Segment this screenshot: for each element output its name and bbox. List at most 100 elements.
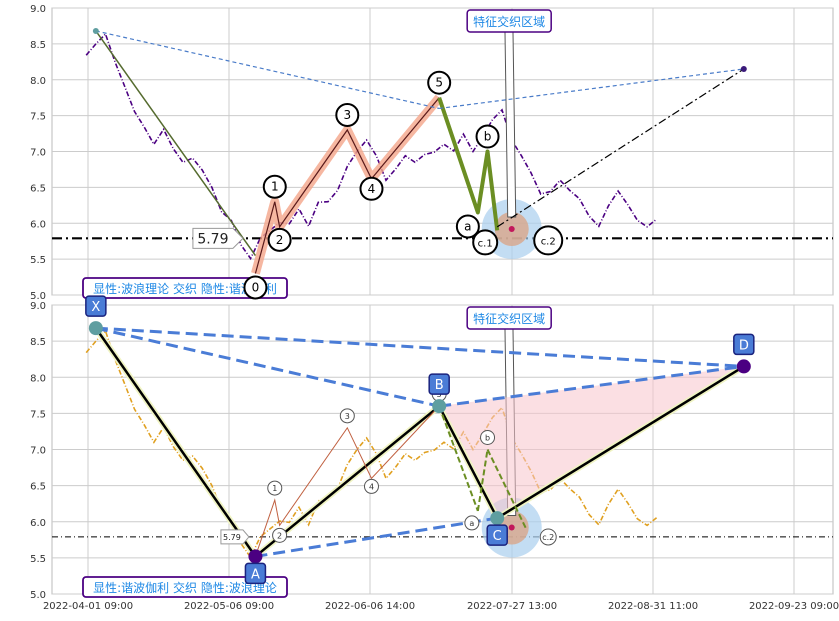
wave-label-circle xyxy=(243,275,268,300)
pattern-caption: 显性:波浪理论 交织 隐性:谐波伽利 xyxy=(82,277,288,299)
pattern-caption: 显性:谐波伽利 交织 隐性:波浪理论 xyxy=(82,576,288,598)
support-label: 5.79 xyxy=(220,529,250,545)
pattern-caption-text: 显性:谐波伽利 交织 隐性:波浪理论 xyxy=(93,580,277,595)
harmonic-ratio-line-xd xyxy=(95,326,744,368)
price-series-top xyxy=(85,32,658,261)
harmonic-point-text: X xyxy=(91,300,100,315)
wave-label: a xyxy=(455,214,480,239)
wave-label-circle xyxy=(335,102,360,127)
intersection-zone-center xyxy=(508,225,515,232)
support-label-text: 5.79 xyxy=(223,533,241,542)
wave-label: c.2 xyxy=(539,528,557,546)
wave-label-text: 1 xyxy=(271,180,279,194)
harmonic-bcd-fill xyxy=(439,366,744,519)
y-tick-label: 5.0 xyxy=(30,291,46,302)
wave-label-text: b xyxy=(485,434,490,443)
wave-label-text: c.2 xyxy=(541,236,556,247)
support-label-text: 5.79 xyxy=(197,231,228,247)
wave-label-circle xyxy=(455,214,480,239)
harmonic-ratio-line-ac xyxy=(255,516,498,558)
y-tick-label: 8.0 xyxy=(30,76,46,87)
y-tick-label: 7.0 xyxy=(30,148,46,159)
projection-start-dot xyxy=(92,27,99,34)
x-axis: 2022-04-01 09:00 2022-05-06 09:00 2022-06-… xyxy=(43,601,839,612)
wave-label-text: 5 xyxy=(435,76,443,90)
harmonic-point-box xyxy=(244,562,267,585)
wave-label-circle xyxy=(363,478,379,494)
wave-label-circle xyxy=(267,480,283,496)
zone-annotation-label: 特征交织区域 xyxy=(473,311,545,326)
leg-xa xyxy=(95,30,257,256)
y-tick-label: 5.5 xyxy=(30,554,46,565)
y-tick-label: 9.0 xyxy=(30,4,46,15)
wave-label-text: 4 xyxy=(369,482,374,491)
support-label: 5.79 xyxy=(192,227,244,249)
zone-annotation-box xyxy=(466,9,552,33)
y-tick-label: 8.0 xyxy=(30,373,46,384)
harmonic-point-marker xyxy=(88,321,103,336)
wave-label-text: c.1 xyxy=(478,238,493,249)
wave-label: 4 xyxy=(363,478,379,494)
pattern-caption-box xyxy=(82,576,288,598)
wave-label: 4 xyxy=(359,176,384,201)
wave-label-text: 2 xyxy=(276,233,284,247)
y-tick-label: 6.0 xyxy=(30,219,46,230)
wave-label-text: b xyxy=(484,130,492,144)
wave-label-text: 1 xyxy=(272,484,277,493)
wave-label: 2 xyxy=(272,527,288,543)
wave-label-circle xyxy=(464,515,480,531)
x-tick-label: 2022-04-01 09:00 xyxy=(43,601,133,612)
wave-label-text: 4 xyxy=(368,182,376,196)
y-tick-label: 9.0 xyxy=(30,301,46,312)
support-label-box xyxy=(220,529,250,545)
wave-label: 3 xyxy=(335,102,360,127)
correction-wave xyxy=(437,97,500,231)
wave-label: 5 xyxy=(427,70,452,95)
y-tick-label: 5.0 xyxy=(30,590,46,601)
y-tick-label: 7.0 xyxy=(30,446,46,457)
wave-label: 3 xyxy=(339,408,355,424)
wave-label-text: a xyxy=(469,519,474,528)
x-tick-label: 2022-05-06 09:00 xyxy=(184,601,274,612)
y-tick-label: 8.5 xyxy=(30,40,46,51)
hidden-correction-line xyxy=(438,405,479,512)
wave-label-circle xyxy=(472,229,499,256)
projection-line-1 xyxy=(95,30,440,110)
x-tick-label: 2022-09-23 09:00 xyxy=(749,601,839,612)
harmonic-point-box xyxy=(85,295,107,317)
price-series-bottom xyxy=(85,329,658,559)
wave-label-circle xyxy=(359,176,384,201)
wave-label-circle xyxy=(475,124,500,149)
y-tick-label: 6.5 xyxy=(30,482,46,493)
impulse-wave-line xyxy=(254,97,440,274)
harmonic-point-text: D xyxy=(739,338,749,353)
wave-label-circle xyxy=(272,527,288,543)
harmonic-point-box xyxy=(733,333,755,356)
wave-label-circle xyxy=(262,174,287,199)
y-tick-label: 8.5 xyxy=(30,337,46,348)
wave-label-text: 3 xyxy=(343,108,351,122)
harmonic-point-label: D xyxy=(733,333,755,356)
x-tick-label: 2022-08-31 11:00 xyxy=(608,601,698,612)
wave-label-text: a xyxy=(464,219,471,233)
harmonic-point-marker xyxy=(248,549,263,564)
zone-annotation: 特征交织区域 xyxy=(466,306,552,330)
wave-label-text: c.2 xyxy=(542,533,554,542)
harmonic-point-box xyxy=(486,524,508,546)
bottom-panel: 5.0 5.5 6.0 6.5 7.0 7.5 8.0 8.5 9.0 特征交织区域显性:谐波伽利… xyxy=(30,295,834,601)
x-tick-label: 2022-07-27 13:00 xyxy=(467,601,557,612)
harmonic-point-label: A xyxy=(244,562,267,585)
harmonic-point-box xyxy=(428,373,450,395)
harmonic-point-label: C xyxy=(486,524,508,546)
wave-label-text: 2 xyxy=(277,531,282,540)
intersection-zone-center xyxy=(508,524,515,531)
wave-label-circle xyxy=(267,227,292,252)
support-label-box xyxy=(192,227,244,249)
y-tick-label: 7.5 xyxy=(30,112,46,123)
wave-label: c.1 xyxy=(472,229,499,256)
pattern-caption-box xyxy=(82,277,288,299)
hidden-correction-line xyxy=(476,449,489,512)
harmonic-point-label: X xyxy=(85,295,107,317)
zone-annotation-box xyxy=(466,306,552,330)
